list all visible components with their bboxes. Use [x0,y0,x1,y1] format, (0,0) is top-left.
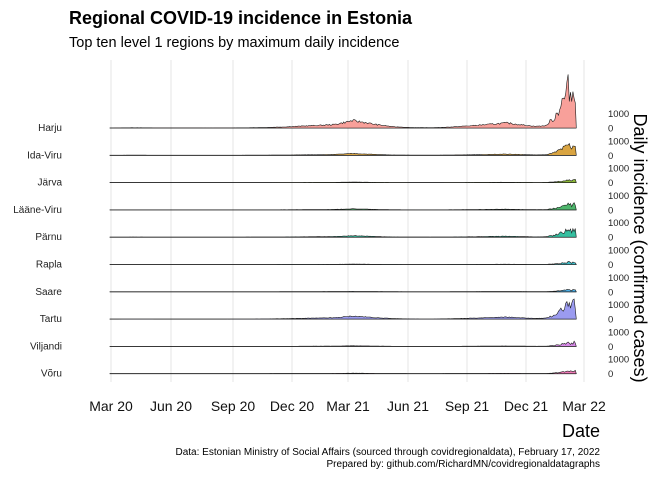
ridge-area-8 [109,298,577,320]
ridge-area-1 [109,74,577,129]
ridge-area-6 [109,261,577,265]
y-tick-label-thousand: 1000 [608,191,629,202]
y-tick-label-zero: 0 [608,342,613,353]
x-tick-label: Jun 20 [150,398,192,414]
region-label: Ida-Viru [27,150,62,161]
region-label: Rapla [36,260,63,271]
y-tick-label-zero: 0 [608,151,613,162]
y-tick-label-thousand: 1000 [608,300,629,311]
x-tick-label: Mar 22 [562,398,606,414]
region-label: Saare [35,287,62,298]
y-tick-label-thousand: 1000 [608,109,629,120]
y-tick-label-zero: 0 [608,315,613,326]
y-axis-label: Daily incidence (confirmed cases) [630,113,650,382]
ridge-area-9 [109,340,577,347]
ridge-area-5 [109,227,577,238]
x-tick-label: Mar 20 [89,398,133,414]
x-tick-label: Mar 21 [326,398,370,414]
caption-source: Data: Estonian Ministry of Social Affair… [175,447,601,458]
y-tick-label-thousand: 1000 [608,246,629,257]
y-tick-label-thousand: 1000 [608,355,629,366]
caption-author: Prepared by: github.com/RichardMN/covidr… [326,459,600,470]
ridge-area-4 [109,202,577,211]
ridge-area-10 [109,369,577,375]
region-label: Järva [38,178,63,189]
y-tick-label-thousand: 1000 [608,218,629,229]
y-tick-label-zero: 0 [608,369,613,380]
ridge-area-3 [109,178,577,183]
y-tick-label-thousand: 1000 [608,273,629,284]
y-tick-label-zero: 0 [608,287,613,298]
y-tick-label-thousand: 1000 [608,136,629,147]
x-axis-label: Date [562,421,600,441]
x-tick-label: Jun 21 [387,398,429,414]
chart-title: Regional COVID-19 incidence in Estonia [69,8,413,28]
y-tick-label-thousand: 1000 [608,327,629,338]
region-label: Pärnu [35,232,62,243]
region-label: Tartu [40,314,62,325]
region-label: Võru [41,369,62,380]
x-tick-label: Sep 21 [445,398,490,414]
y-tick-label-zero: 0 [608,178,613,189]
ridges: Harju Ida-Viru Järva Lääne-Viru Pärnu Rapla Sa… [13,74,577,380]
x-tick-label: Sep 20 [211,398,256,414]
x-tick-label: Dec 20 [270,398,315,414]
y-tick-label-zero: 0 [608,233,613,244]
region-label: Viljandi [30,341,62,352]
y-tick-label-zero: 0 [608,205,613,216]
ridge-area-2 [109,142,577,156]
ridge-area-7 [109,289,577,293]
grid-lines [110,60,585,382]
x-tick-label: Dec 21 [504,398,549,414]
y-tick-label-zero: 0 [608,260,613,271]
region-label: Harju [38,123,62,134]
y-tick-label-thousand: 1000 [608,164,629,175]
chart-subtitle: Top ten level 1 regions by maximum daily… [69,35,400,51]
y-tick-label-zero: 0 [608,124,613,135]
y-axis-labels: 0100001000010000100001000010000100001000… [608,109,629,380]
x-axis-ticks: Mar 20 Jun 20 Sep 20 Dec 20 Mar 21 Jun 21 Sep … [89,398,606,414]
region-label: Lääne-Viru [13,205,62,216]
